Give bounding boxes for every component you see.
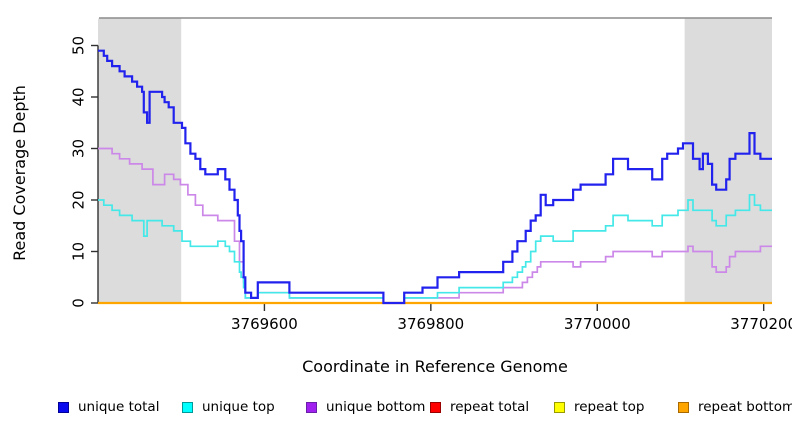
y-tick-label: 30 [69, 139, 87, 158]
legend-swatch-icon [182, 401, 193, 413]
legend-label: unique total [78, 399, 160, 415]
x-tick-label: 3770200 [730, 315, 792, 333]
series-lines [98, 49, 772, 305]
y-tick-label: 50 [69, 36, 87, 55]
shade-region-1 [684, 18, 772, 303]
legend-swatch-icon [678, 401, 689, 413]
legend-label: repeat bottom [698, 399, 792, 415]
y-tick-label: 40 [69, 87, 87, 106]
legend-label: repeat total [450, 399, 530, 415]
series-unique-top-line [98, 193, 772, 304]
legend-swatch-icon [554, 401, 565, 413]
y-tick-label: 0 [69, 298, 87, 308]
x-tick-label: 3769800 [397, 315, 464, 333]
x-tick-label: 3769600 [231, 315, 298, 333]
legend-swatch-icon [58, 401, 69, 413]
y-tick-label: 10 [69, 242, 87, 261]
axes: 0 10 20 30 40 50 3769600 3769800 3770000 3770200 [69, 36, 792, 333]
x-tick-label: 3770000 [564, 315, 631, 333]
y-tick-label: 20 [69, 190, 87, 209]
legend-swatch-icon [306, 401, 317, 413]
repeat-shade-regions [98, 18, 772, 303]
legend-item-repeat-bottom: repeat bottom [678, 398, 792, 416]
legend-label: unique bottom [326, 399, 426, 415]
chart-legend: unique total unique top unique bottom repea… [0, 398, 792, 422]
legend-item-repeat-top: repeat top [554, 398, 644, 416]
y-axis-title: Read Coverage Depth [10, 85, 29, 261]
legend-item-unique-top: unique top [182, 398, 275, 416]
legend-item-unique-bottom: unique bottom [306, 398, 425, 416]
legend-label: repeat top [574, 399, 645, 415]
series-unique-total-line [98, 49, 772, 305]
x-axis-title: Coordinate in Reference Genome [302, 357, 568, 376]
legend-item-unique-total: unique total [58, 398, 159, 416]
series-unique-bottom-line [98, 147, 772, 304]
legend-swatch-icon [430, 401, 441, 413]
legend-item-repeat-total: repeat total [430, 398, 529, 416]
legend-label: unique top [202, 399, 275, 415]
